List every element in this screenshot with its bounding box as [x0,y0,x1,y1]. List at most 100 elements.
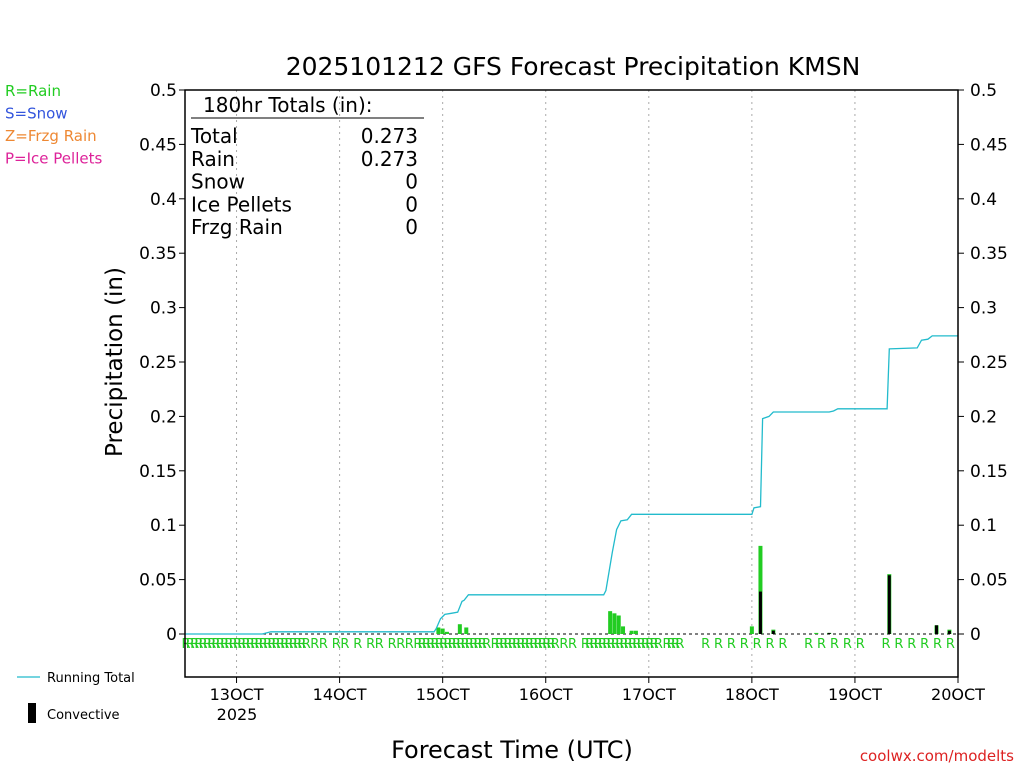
x-tick-label: 14OCT [313,685,367,704]
rain-marker: R [289,637,298,652]
totals-row-label: Total [190,124,238,148]
rain-bar [608,611,613,634]
rain-marker: R [907,637,916,652]
x-tick-label: 18OCT [725,685,779,704]
rain-marker: R [203,637,212,652]
rain-marker: R [272,637,281,652]
rain-marker: R [297,637,306,652]
rain-marker: R [250,637,259,652]
totals-row-label: Rain [191,147,235,171]
rain-marker: R [422,637,431,652]
rain-marker: R [310,637,319,652]
rain-marker: R [276,637,285,652]
convective-bar [935,625,939,634]
rain-marker: R [542,637,551,652]
rain-marker: R [581,637,590,652]
rain-marker: R [469,637,478,652]
totals-row-value: 0 [405,192,418,216]
rain-marker: R [396,637,405,652]
rain-marker: R [293,637,302,652]
totals-row-value: 0 [405,215,418,239]
rain-bar [436,627,441,634]
rain-marker: R [615,637,624,652]
totals-rows: Total 0.273 Rain 0.273 Snow 0 Ice Pellets 0 Frzg… [190,124,418,239]
y-tick-label-right: 0 [970,625,981,645]
rain-marker: R [332,637,341,652]
rain-marker: R [491,637,500,652]
y-tick-label-left: 0.25 [139,353,177,373]
y-tick-label-left: 0.05 [139,571,177,591]
rain-marker: R [559,637,568,652]
y-axis-ticks: 0 00.05 0.050.1 0.10.15 0.150.2 0.20.25 0.250.… [139,81,1008,645]
rain-marker: R [714,637,723,652]
y-tick-label-left: 0.1 [150,516,177,536]
rain-marker: R [259,637,268,652]
rain-marker: R [435,637,444,652]
rain-marker: R [628,637,637,652]
totals-row-value: 0 [405,170,418,194]
rain-marker: R [212,637,221,652]
rain-marker: R [667,637,676,652]
rain-marker: R [456,637,465,652]
rain-marker: R [933,637,942,652]
rain-marker: R [224,637,233,652]
rain-marker: R [602,637,611,652]
totals-row-value: 0.273 [361,124,418,148]
rain-marker: R [233,637,242,652]
rain-marker: R [207,637,216,652]
rain-marker: R [856,637,865,652]
rain-bar [621,626,626,634]
rain-marker: R [254,637,263,652]
rain-marker: R [199,637,208,652]
rain-marker: R [946,637,955,652]
y-tick-label-right: 0.4 [970,190,997,210]
rain-marker: R [405,637,414,652]
year-label: 2025 [217,705,258,724]
y-tick-label-left: 0.3 [150,299,177,319]
rain-marker: R [413,637,422,652]
rain-bar [616,615,621,634]
ptype-legend-item: Z=Frzg Rain [5,127,97,145]
rain-marker: R [508,637,517,652]
rain-marker: R [727,637,736,652]
rain-marker: R [495,637,504,652]
rain-marker: R [650,637,659,652]
rain-bar [629,630,634,634]
credit-text: coolwx.com/modelts [860,747,1014,765]
rain-marker: R [186,637,195,652]
convective-legend-label: Convective [47,708,120,723]
rain-marker: R [216,637,225,652]
y-tick-label-right: 0.3 [970,299,997,319]
rain-marker: R [620,637,629,652]
rain-bar [612,613,617,634]
rain-marker: R [766,637,775,652]
rain-marker: R [375,637,384,652]
running-total-line [185,335,958,635]
rain-marker: R [662,637,671,652]
ptype-legend-item: R=Rain [5,82,61,100]
rain-bar [440,628,445,634]
y-tick-label-right: 0.5 [970,81,997,101]
y-tick-label-left: 0.45 [139,135,177,155]
rain-marker: R [740,637,749,652]
rain-marker: R [516,637,525,652]
rain-marker: R [263,637,272,652]
y-tick-label-right: 0.25 [970,353,1008,373]
rain-marker: R [229,637,238,652]
ptype-legend-item: P=Ice Pellets [5,150,102,168]
rain-marker: R [568,637,577,652]
rain-marker: R [920,637,929,652]
x-tick-label: 20OCT [931,685,985,704]
rain-marker: R [220,637,229,652]
totals-row-label: Snow [191,170,245,194]
rain-marker: R [388,637,397,652]
convective-bar [771,630,775,634]
rain-marker: R [654,637,663,652]
y-tick-label-right: 0.2 [970,407,997,427]
rain-bar [457,624,462,634]
rain-marker: R [461,637,470,652]
rain-marker: R [267,637,276,652]
rain-marker: R [843,637,852,652]
rain-bar [444,631,449,634]
